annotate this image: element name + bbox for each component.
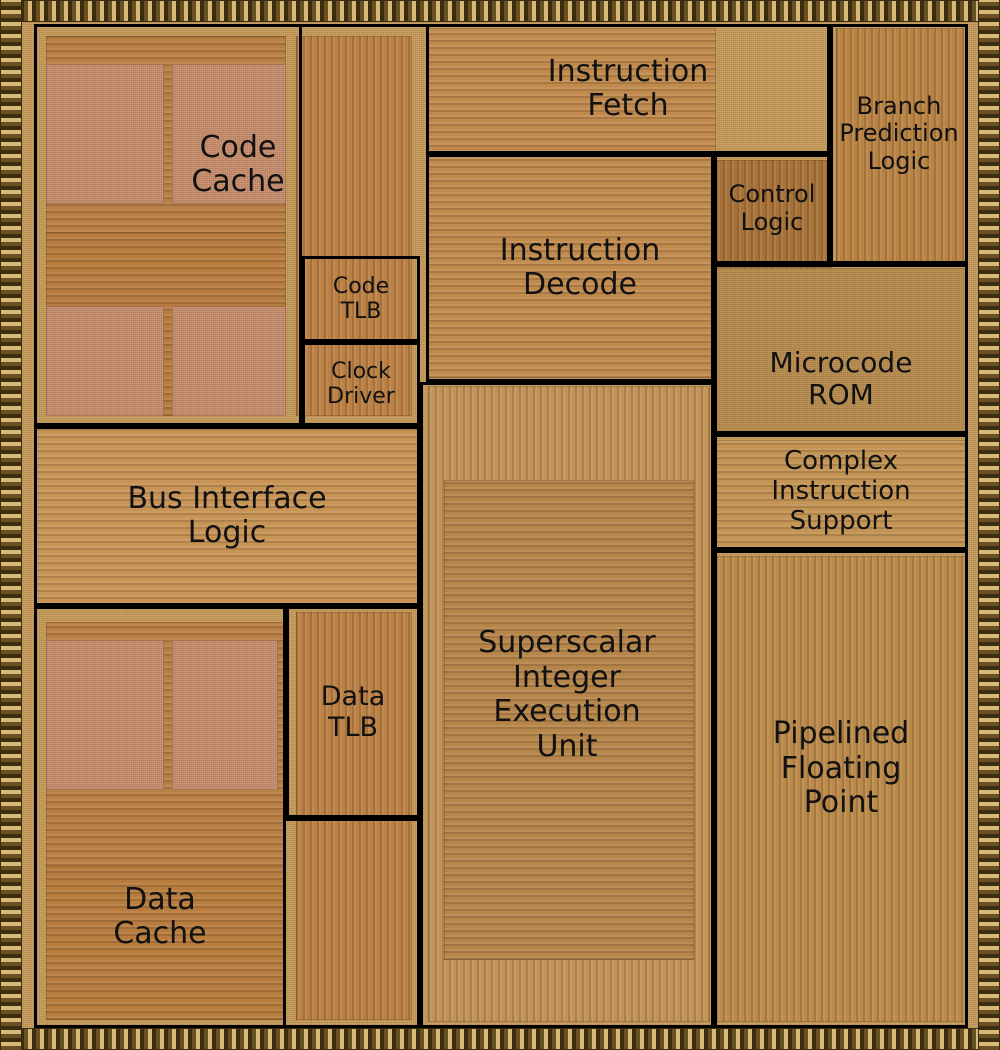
pad-ring-bottom: [0, 1028, 1000, 1050]
region-label-instruction-decode: Instruction Decode: [500, 234, 661, 303]
region-label-clock-driver: Clock Driver: [327, 359, 395, 410]
region-label-control-logic: Control Logic: [729, 181, 816, 236]
region-data-cache-ext: [286, 818, 420, 1028]
region-microcode-rom: Microcode ROM: [714, 264, 968, 434]
region-instruction-fetch: Instruction Fetch: [426, 24, 830, 154]
region-label-pipelined-fp: Pipelined Floating Point: [773, 717, 909, 821]
region-label-complex-instr: Complex Instruction Support: [771, 447, 910, 537]
pad-ring-left: [0, 0, 22, 1050]
region-pipelined-fp: Pipelined Floating Point: [714, 550, 968, 1028]
region-control-logic: Control Logic: [714, 154, 830, 264]
region-superscalar-int: Superscalar Integer Execution Unit: [420, 382, 714, 1028]
region-data-tlb: Data TLB: [286, 606, 420, 818]
region-complex-instr: Complex Instruction Support: [714, 434, 968, 550]
region-code-tlb: Code TLB: [302, 256, 420, 342]
region-label-bus-interface-logic: Bus Interface Logic: [127, 482, 326, 551]
region-label-superscalar-int: Superscalar Integer Execution Unit: [478, 626, 655, 764]
region-label-microcode-rom: Microcode ROM: [770, 347, 913, 411]
region-label-branch-prediction: Branch Prediction Logic: [839, 93, 958, 176]
region-instruction-decode: Instruction Decode: [426, 154, 714, 382]
region-label-data-tlb: Data TLB: [321, 681, 385, 743]
region-label-data-cache: Data Cache: [113, 883, 206, 952]
region-label-code-cache: Code Cache: [191, 131, 284, 200]
region-data-cache: Data Cache: [34, 606, 286, 1028]
die-floorplan: Code Cache Code TLB Clock Driver Bus Interf…: [0, 0, 1000, 1050]
region-code-cache: Code Cache: [34, 24, 302, 426]
region-branch-prediction: Branch Prediction Logic: [830, 24, 968, 264]
pad-ring-top: [0, 0, 1000, 22]
region-label-code-tlb: Code TLB: [333, 274, 389, 325]
region-clock-driver: Clock Driver: [302, 342, 420, 426]
pad-ring-right: [978, 0, 1000, 1050]
region-label-instruction-fetch: Instruction Fetch: [548, 55, 709, 124]
region-bus-interface-logic: Bus Interface Logic: [34, 426, 420, 606]
